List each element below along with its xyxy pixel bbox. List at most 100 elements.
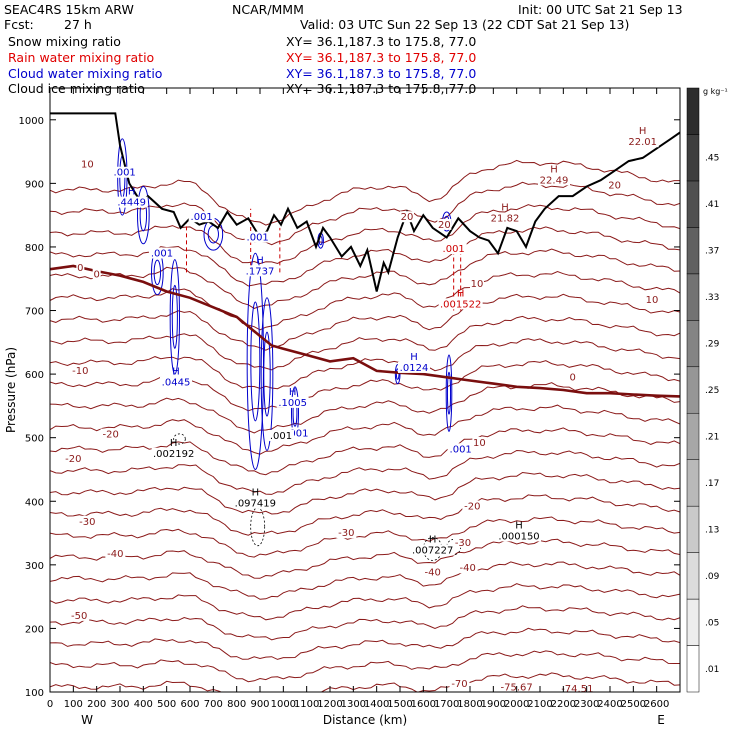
extremum-mark: H — [429, 534, 437, 545]
cloud-water-contour — [171, 284, 178, 349]
label-bg — [233, 497, 278, 509]
isotherm-line — [50, 538, 680, 579]
contour-label: -10 — [72, 366, 88, 377]
extremum-value: 22.01 — [628, 137, 657, 148]
label-bg — [568, 371, 577, 383]
label-bg — [244, 231, 271, 243]
isotherm-line — [50, 270, 680, 331]
isotherm-line — [50, 516, 680, 558]
colorbar-swatch — [686, 273, 700, 321]
x-tick-label: 2000 — [504, 699, 529, 710]
contour-label: 10 — [473, 438, 486, 449]
x-axis-title: Distance (km) — [323, 713, 407, 727]
colorbar-label: .33 — [705, 293, 719, 303]
extremum-value: 21.82 — [491, 214, 520, 225]
x-tick-label: 400 — [134, 699, 153, 710]
field-xy-snow: XY= 36.1,187.3 to 175.8, 77.0 — [286, 34, 477, 49]
field-xy-cloud-water: XY= 36.1,187.3 to 175.8, 77.0 — [286, 66, 477, 81]
label-bg — [449, 677, 470, 689]
contour-label: -74.51 — [561, 684, 593, 695]
isotherm-line — [50, 338, 680, 390]
colorbar-label: .01 — [705, 665, 719, 675]
cloud-water-contour — [446, 371, 452, 415]
x-tick-label: 1000 — [271, 699, 296, 710]
extremum-mark: H — [410, 352, 418, 363]
field-name-cloud-water: Cloud water mixing ratio — [8, 66, 163, 81]
extremum-value: .0124 — [400, 363, 429, 374]
extremum-value: .1005 — [278, 398, 307, 409]
x-tick-label: 2100 — [527, 699, 552, 710]
freezing-level-line — [50, 264, 680, 398]
extremum-mark: H — [515, 520, 523, 531]
y-axis-title: Pressure (hPa) — [4, 347, 18, 433]
label-bg — [92, 268, 101, 280]
contour-label: 0 — [93, 269, 99, 280]
colorbar-label: .21 — [705, 432, 719, 442]
init-time: Init: 00 UTC Sat 21 Sep 13 — [518, 2, 683, 17]
isotherm-line — [50, 627, 680, 660]
x-tick-label: 1400 — [364, 699, 389, 710]
x-tick-label: 2200 — [551, 699, 576, 710]
x-tick-label: 1300 — [341, 699, 366, 710]
x-tick-label: 1800 — [457, 699, 482, 710]
colorbar-swatch — [686, 180, 700, 228]
label-bg — [284, 427, 311, 439]
isotherm-line — [50, 494, 680, 536]
label-bg — [151, 447, 196, 459]
colorbar-label: .09 — [705, 572, 720, 582]
colorbar-swatch — [686, 505, 700, 553]
isotherm-line — [50, 605, 680, 641]
field-name-snow: Snow mixing ratio — [8, 34, 121, 49]
x-tick-label: 1600 — [411, 699, 436, 710]
isotherm-line — [50, 672, 680, 692]
label-bg — [472, 436, 487, 448]
contour-value-label: .001 — [114, 168, 136, 179]
contour-label: -20 — [102, 430, 118, 441]
org-label: NCAR/MMM — [232, 2, 304, 17]
colorbar-unit: g kg⁻¹ — [703, 87, 728, 96]
extremum-value: .000150 — [498, 531, 539, 542]
extremum-mark: H — [639, 126, 647, 137]
cloud-water-contour — [263, 331, 271, 417]
field-xy-rain: XY= 36.1,187.3 to 175.8, 77.0 — [286, 50, 477, 65]
colorbar-label: .37 — [705, 247, 719, 257]
extremum-value: .4449 — [117, 198, 146, 209]
label-bg — [69, 609, 90, 621]
y-tick-label: 700 — [25, 307, 44, 318]
x-tick-label: 900 — [250, 699, 269, 710]
terrain-line — [50, 112, 680, 292]
x-tick-label: 1700 — [434, 699, 459, 710]
extremum-value: 22.49 — [540, 175, 569, 186]
contour-label: -30 — [338, 528, 354, 539]
y-tick-label: 400 — [25, 497, 44, 508]
field-name-rain: Rain water mixing ratio — [8, 50, 155, 65]
colorbar-label: .13 — [705, 525, 719, 535]
label-bg — [398, 361, 430, 373]
cloud-water-contour — [394, 364, 401, 385]
label-bg — [462, 500, 483, 512]
x-tick-label: 100 — [64, 699, 83, 710]
colorbar-label: .17 — [705, 479, 719, 489]
extremum-mark: H — [252, 487, 260, 498]
extremum-mark: H — [170, 438, 178, 449]
isotherm-line — [50, 248, 680, 309]
label-bg — [149, 247, 175, 259]
cloud-water-contour — [137, 186, 150, 245]
extremum-value: .0445 — [162, 378, 191, 389]
label-bg — [400, 211, 414, 223]
x-tick-label: 600 — [180, 699, 199, 710]
contour-value-label: .001 — [443, 244, 465, 255]
contour-label: -20 — [464, 502, 480, 513]
isotherm-line — [50, 360, 680, 412]
contour-label: 20 — [608, 180, 621, 191]
isotherm-line — [50, 449, 680, 495]
extremum-mark: H — [172, 367, 180, 378]
isotherm-line — [50, 382, 680, 434]
label-bg — [645, 293, 659, 305]
x-tick-label: 2600 — [644, 699, 669, 710]
temperature-contours — [50, 159, 680, 692]
contour-value-label: .001 — [151, 248, 173, 259]
isotherm-line — [50, 471, 680, 515]
